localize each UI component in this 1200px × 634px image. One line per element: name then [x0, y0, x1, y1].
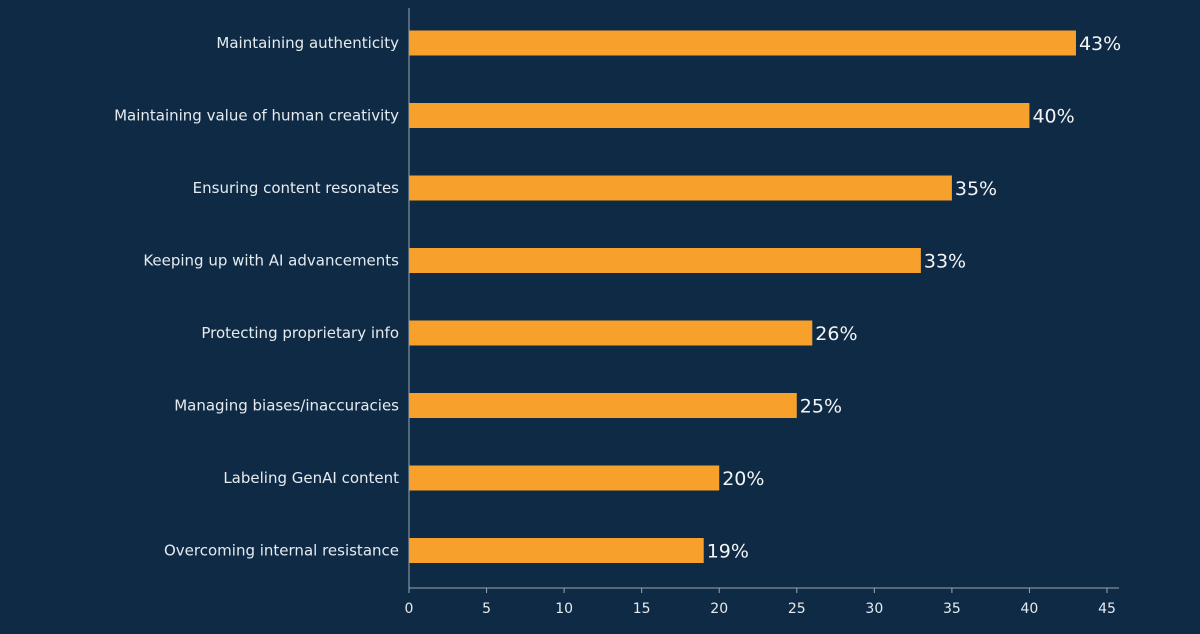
- bar-5: [409, 320, 813, 346]
- category-label: Overcoming internal resistance: [164, 542, 399, 560]
- value-label: 40%: [1032, 106, 1074, 128]
- bar-1: [409, 30, 1076, 56]
- x-tick-label: 25: [788, 601, 806, 617]
- value-label: 43%: [1079, 33, 1121, 55]
- bar-3: [409, 175, 952, 201]
- value-label: 25%: [800, 396, 842, 418]
- bar-2: [409, 103, 1030, 128]
- x-tick-label: 20: [710, 601, 728, 617]
- x-tick-label: 40: [1021, 601, 1039, 617]
- x-tick-label: 30: [865, 601, 883, 617]
- category-label: Managing biases/inaccuracies: [174, 397, 399, 415]
- bar-8: [409, 538, 704, 563]
- labels-layer: Maintaining authenticity 43% Maintaining v…: [114, 33, 1121, 563]
- value-label: 26%: [815, 323, 857, 345]
- value-label: 35%: [955, 178, 997, 200]
- category-label: Labeling GenAI content: [223, 469, 399, 487]
- category-label: Ensuring content resonates: [193, 179, 400, 197]
- value-label: 20%: [722, 468, 764, 490]
- bar-6: [409, 393, 797, 418]
- axis-layer: 0 5 10 15 20 25 30 35 40 45: [405, 8, 1119, 617]
- x-tick-label: 15: [633, 601, 651, 617]
- bar-7: [409, 465, 720, 491]
- category-label: Protecting proprietary info: [201, 324, 399, 342]
- category-label: Keeping up with AI advancements: [143, 252, 399, 270]
- bars-layer: [409, 30, 1076, 563]
- category-label: Maintaining value of human creativity: [114, 107, 399, 125]
- value-label: 33%: [924, 251, 966, 273]
- x-tick-label: 10: [555, 601, 573, 617]
- x-tick-label: 45: [1098, 601, 1116, 617]
- x-tick-label: 35: [943, 601, 961, 617]
- x-tick-label: 5: [482, 601, 491, 617]
- value-label: 19%: [707, 541, 749, 563]
- category-label: Maintaining authenticity: [216, 34, 399, 52]
- bar-4: [409, 248, 921, 273]
- x-tick-label: 0: [405, 601, 414, 617]
